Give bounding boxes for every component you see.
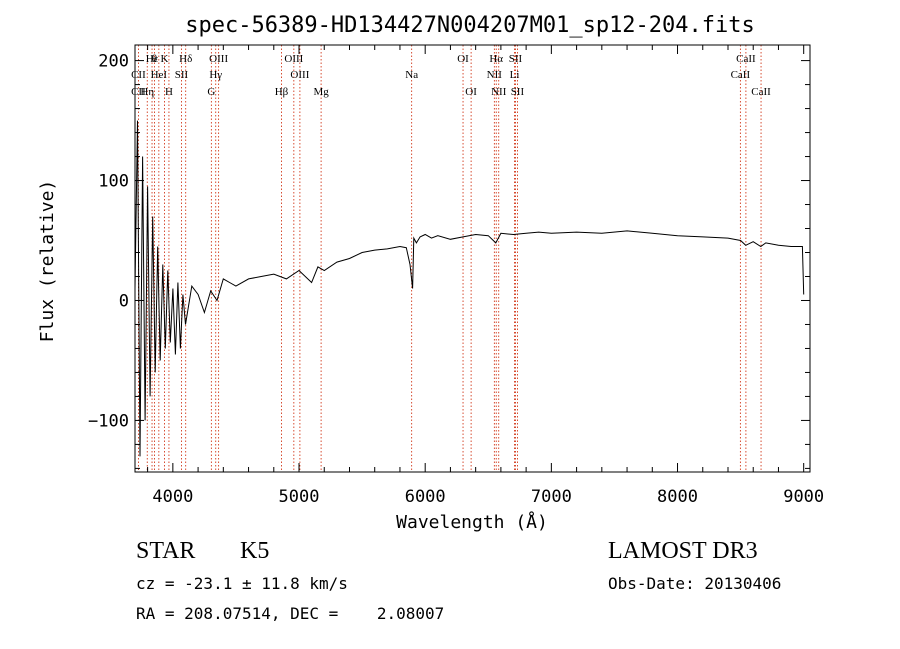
line-label-hη: Hη bbox=[140, 86, 154, 98]
line-label-nii: NII bbox=[487, 69, 503, 81]
line-label-sii: SII bbox=[175, 69, 189, 81]
x-tick-label: 6000 bbox=[405, 487, 446, 507]
spectral-line-markers bbox=[138, 45, 762, 472]
line-label-hγ: Hγ bbox=[209, 69, 222, 81]
line-label-caii: CaII bbox=[736, 53, 756, 65]
line-label-hβ: Hβ bbox=[275, 86, 289, 98]
obs-date: Obs-Date: 20130406 bbox=[608, 574, 782, 593]
line-label-caii: CaII bbox=[731, 69, 751, 81]
line-label-θ: θ bbox=[152, 53, 157, 65]
line-label-caii: CaII bbox=[751, 86, 771, 98]
line-label-k: K bbox=[161, 53, 169, 65]
x-tick-label: 9000 bbox=[783, 487, 824, 507]
redshift-readout: cz = -23.1 ± 11.8 km/s bbox=[136, 574, 348, 593]
subclass-label: K5 bbox=[240, 538, 270, 564]
y-tick-label: 0 bbox=[119, 291, 129, 311]
line-label-g: G bbox=[207, 86, 215, 98]
line-label-oiii: OIII bbox=[290, 69, 309, 81]
y-tick-label: −100 bbox=[88, 411, 129, 431]
x-tick-label: 4000 bbox=[152, 487, 193, 507]
line-label-oiii: OIII bbox=[209, 53, 228, 65]
line-label-nii: NII bbox=[491, 86, 507, 98]
y-tick-label: 200 bbox=[98, 52, 129, 72]
class-label: STAR bbox=[136, 538, 196, 564]
line-label-h: H bbox=[165, 86, 173, 98]
line-label-li: Li bbox=[510, 69, 520, 81]
axis-ticks bbox=[135, 45, 810, 472]
plot-frame bbox=[134, 44, 811, 473]
line-label-oiii: OIII bbox=[284, 53, 303, 65]
x-tick-label: 7000 bbox=[531, 487, 572, 507]
line-label-hei: HeI bbox=[151, 69, 168, 81]
line-label-hδ: Hδ bbox=[179, 53, 192, 65]
x-tick-label: 8000 bbox=[657, 487, 698, 507]
line-label-hα: Hα bbox=[489, 53, 503, 65]
x-axis-label: Wavelength (Å) bbox=[396, 511, 548, 533]
line-label-mg: Mg bbox=[313, 86, 329, 98]
flux-series-line bbox=[134, 120, 805, 457]
y-tick-label: 100 bbox=[98, 172, 129, 192]
line-label-sii: SII bbox=[509, 53, 523, 65]
line-label-cii: CII bbox=[131, 69, 146, 81]
line-label-hε: Hε bbox=[146, 53, 159, 65]
survey-label: LAMOST DR3 bbox=[608, 538, 758, 564]
line-label-sii: SII bbox=[511, 86, 525, 98]
line-label-na: Na bbox=[405, 69, 418, 81]
line-label-oi: OI bbox=[465, 86, 477, 98]
axis-tick-labels: 4000 5000 6000 7000 8000 9000 −100 0 100 200 bbox=[88, 52, 824, 507]
line-label-oi: OI bbox=[457, 53, 469, 65]
y-axis-label: Flux (relative) bbox=[37, 180, 58, 343]
chart-title: spec-56389-HD134427N004207M01_sp12-204.f… bbox=[185, 13, 755, 38]
x-tick-label: 5000 bbox=[279, 487, 320, 507]
radec-readout: RA = 208.07514, DEC = 2.08007 bbox=[136, 604, 445, 623]
